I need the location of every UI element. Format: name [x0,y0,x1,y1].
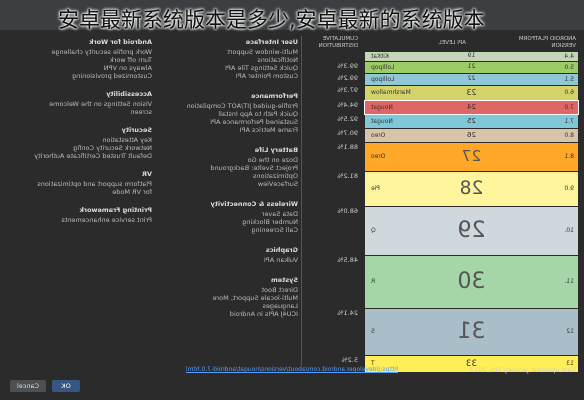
feature-heading: Wireless & Connectivity [210,200,298,208]
cumulative: 99.2% [337,74,358,82]
api-level: 19 [467,52,476,60]
feature-heading: Graphics [265,246,298,254]
last-updated: Last updated: January 5th, 2023 [469,366,575,374]
api-level: 31 [457,319,486,345]
cumulative: 94.4% [337,101,358,109]
header-api: API LEVEL [438,40,466,46]
version-row[interactable]: 8.0 Oreo 26 [365,129,578,142]
cumulative: 90.7% [337,129,358,137]
cumulative: 88.1% [337,143,358,151]
feature-item: Default Trusted Certificate Authority [34,152,152,160]
title: 安卓最新系统版本是多少,安卓最新的系统版本 [58,8,485,32]
version-row[interactable]: 7.1 Nougat 25 [365,115,578,128]
feature-item: Network Security Config [73,144,152,152]
feature-item: screen [130,108,152,116]
version-row[interactable]: 8.1 Oreo 27 [365,143,578,171]
feature-item: Quick Path to App Install [218,110,298,118]
cancel-button[interactable]: Cancel [10,380,46,392]
cumulative: 48.5% [337,256,358,264]
api-level: 22 [467,75,476,83]
feature-heading: Security [121,126,152,134]
feature-item: Multi-locale Support, More [212,294,298,302]
feature-item: Customized provisioning [72,72,152,80]
feature-heading: Battery Life [254,146,298,154]
feature-heading: System [270,276,298,284]
cumulative: 92.5% [337,115,358,123]
feature-heading: VR [141,170,152,178]
divider [301,36,302,366]
feature-item: Turn off work [109,56,152,64]
cumulative: 81.2% [337,172,358,180]
feature-item: Platform support and optimizations [37,180,152,188]
feature-item: Languages [262,302,298,310]
feature-item: Work profile security challenge [51,48,152,56]
feature-item: SurfaceView [257,180,298,188]
feature-item: Print service enhancements [61,216,152,224]
feature-heading: Printing Framework [79,206,153,214]
feature-heading: Performance [251,92,298,100]
version-row[interactable]: 4.4 KitKat 19 [365,52,578,61]
feature-heading: User Interface [245,38,298,46]
ok-button[interactable]: OK [52,380,80,392]
feature-item: for VR Mode [112,188,152,196]
feature-item: Doze on the Go [247,156,298,164]
api-level: 27 [461,147,482,166]
feature-item: Profile-guided JIT/AOT Compilation [186,102,298,110]
cumulative: 24.1% [337,309,358,317]
feature-column: User Interface Multi-window Support Notifi… [187,38,298,318]
feature-column: Android for Work Work profile security ch… [34,38,152,224]
link[interactable]: https://developer.android.com/about/vers… [185,366,398,373]
feature-item: Custom Pointer API [235,72,298,80]
feature-item: Number Blocking [242,218,298,226]
api-level: 29 [457,218,486,244]
api-level: 25 [466,116,477,126]
api-level: 30 [457,269,486,295]
feature-item: Optimizations [253,172,298,180]
api-level: 28 [459,178,484,200]
api-level: 26 [466,130,477,140]
feature-item: Multi-window Support [227,48,298,56]
feature-item: ICU4J APIs in Android [229,310,298,318]
version-row[interactable]: 6.0 Marshmallow 23 [365,86,578,100]
version-row[interactable]: 5.1 Lollipop 22 [365,74,578,85]
cumulative: 99.3% [337,62,358,70]
version-row[interactable]: 10. Q 29 [365,207,578,255]
feature-item: Frame Metrics API [239,126,298,134]
feature-item: Vulkan API [263,256,298,264]
feature-item: Vision Settings on the Welcome [49,100,152,108]
version-row[interactable]: 7.0 Nougat 24 [364,100,579,115]
version-row[interactable]: 11. R 30 [365,256,578,308]
feature-item: Key Attestation [102,136,152,144]
api-level: 23 [466,87,477,97]
feature-item: Sustained Performance API [210,118,298,126]
api-level: 24 [466,102,477,112]
feature-item: Project Svelte: Background [210,164,298,172]
feature-item: Quick Settings Tile API [225,64,298,72]
header-version: ANDROID PLATFORM VERSION [518,36,576,49]
feature-heading: Accessibility [106,90,152,98]
cumulative: 5.2% [341,356,358,364]
feature-heading: Android for Work [89,38,152,46]
header-cumulative: CUMULATIVE DISTRIBUTION [318,36,358,49]
api-level: 21 [467,63,476,71]
cumulative: 68.0% [337,207,358,215]
version-row[interactable]: 5.0 Lollipop 21 [365,62,578,73]
feature-item: Always on VPN [103,64,152,72]
version-row[interactable]: 9.0 Pie 28 [365,172,578,206]
feature-item: Direct Boot [261,286,299,294]
feature-item: Data Saver [261,210,298,218]
version-row[interactable]: 12 S 31 [365,309,578,355]
feature-item: Call Screening [251,226,298,234]
feature-item: Notifications [257,56,298,64]
cumulative: 97.3% [337,86,358,94]
